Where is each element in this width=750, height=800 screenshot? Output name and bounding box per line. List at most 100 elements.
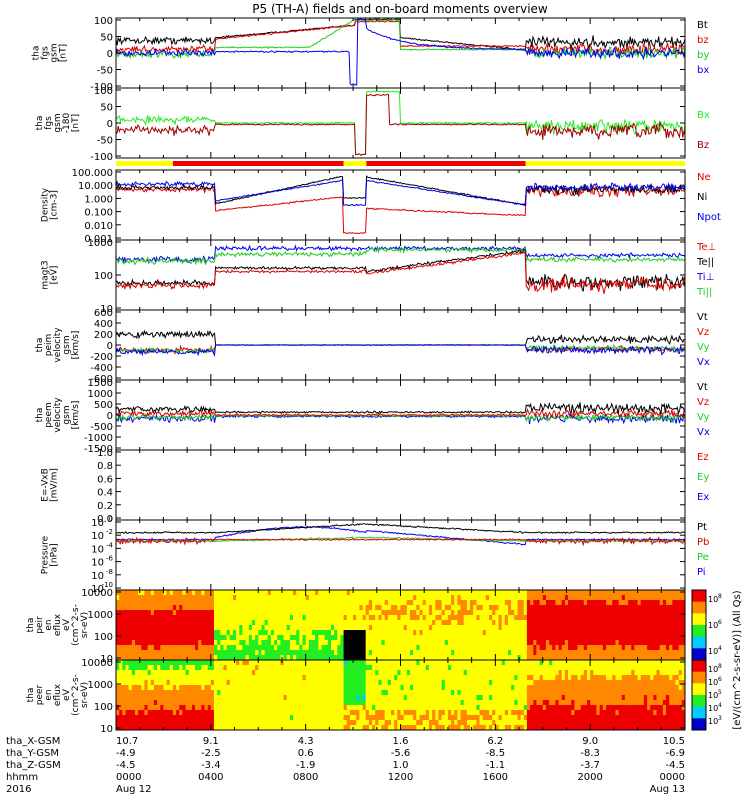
heatmap-cell [526, 595, 531, 601]
heatmap-cell [261, 725, 265, 730]
heatmap-cell [681, 600, 685, 606]
heatmap-cell [368, 595, 373, 601]
heatmap-cell [135, 625, 139, 631]
heatmap-cell [210, 705, 215, 711]
heatmap-cell [236, 670, 240, 676]
heatmap-cell [327, 615, 332, 621]
heatmap-cell [428, 650, 433, 656]
heatmap-cell [166, 700, 171, 706]
heatmap-cell [296, 655, 300, 660]
ylabel-line: magt3 [41, 260, 51, 289]
heatmap-cell [128, 630, 133, 636]
heatmap-cell [185, 705, 190, 711]
heatmap-cell [160, 640, 164, 646]
heatmap-cell [640, 630, 645, 636]
heatmap-cell [296, 600, 300, 606]
heatmap-cell [432, 665, 436, 671]
heatmap-cell [621, 605, 626, 611]
heatmap-cell [283, 610, 288, 616]
heatmap-cell [245, 620, 250, 626]
heatmap-cell [261, 665, 265, 671]
heatmap-cell [403, 685, 408, 691]
heatmap-cell [182, 685, 186, 691]
heatmap-cell [498, 630, 503, 636]
heatmap-cell [618, 640, 623, 646]
heatmap-cell [495, 605, 499, 611]
heatmap-cell [327, 720, 332, 726]
heatmap-cell [473, 725, 477, 730]
heatmap-cell [305, 650, 310, 656]
heatmap-cell [539, 605, 544, 611]
heatmap-cell [501, 660, 506, 666]
heatmap-cell [428, 715, 433, 721]
heatmap-cell [128, 670, 133, 676]
heatmap-cell [454, 670, 458, 676]
heatmap-cell [321, 605, 326, 611]
heatmap-cell [337, 610, 341, 616]
heatmap-cell [204, 685, 209, 691]
heatmap-cell [135, 645, 139, 651]
heatmap-cell [659, 600, 664, 606]
heatmap-cell [160, 690, 164, 696]
heatmap-cell [327, 650, 332, 656]
heatmap-cell [207, 680, 212, 686]
heatmap-cell [451, 675, 455, 681]
heatmap-cell [628, 640, 632, 646]
heatmap-cell [438, 725, 442, 730]
heatmap-cell [172, 655, 177, 660]
heatmap-cell [289, 590, 294, 596]
heatmap-cell [552, 620, 556, 626]
heatmap-cell [315, 640, 319, 646]
heatmap-cell [498, 675, 503, 681]
heatmap-cell [157, 690, 161, 696]
heatmap-cell [239, 655, 243, 660]
heatmap-cell [255, 710, 259, 716]
heatmap-cell [492, 665, 496, 671]
heatmap-cell [444, 645, 449, 651]
heatmap-cell [359, 660, 363, 666]
heatmap-cell [198, 590, 202, 596]
heatmap-cell [172, 625, 177, 631]
heatmap-cell [394, 700, 398, 706]
heatmap-cell [492, 595, 496, 601]
heatmap-cell [305, 655, 310, 660]
heatmap-cell [356, 670, 360, 676]
heatmap-cell [666, 610, 670, 616]
heatmap-cell [419, 615, 424, 621]
heatmap-cell [258, 620, 262, 626]
heatmap-cell [428, 630, 433, 636]
heatmap-cell [362, 605, 367, 611]
heatmap-cell [375, 595, 379, 601]
heatmap-cell [368, 670, 373, 676]
heatmap-cell [621, 595, 626, 601]
heatmap-cell [277, 615, 281, 621]
heatmap-cell [365, 695, 370, 701]
heatmap-cell [296, 695, 300, 701]
heatmap-cell [169, 660, 174, 666]
heatmap-cell [226, 720, 231, 726]
heatmap-cell [599, 595, 604, 601]
heatmap-cell [612, 600, 616, 606]
heatmap-cell [166, 680, 171, 686]
heatmap-cell [321, 620, 326, 626]
heatmap-cell [501, 680, 506, 686]
heatmap-cell [324, 645, 329, 651]
heatmap-cell [656, 595, 661, 601]
heatmap-cell [258, 715, 262, 721]
heatmap-cell [135, 630, 139, 636]
heatmap-cell [141, 605, 145, 611]
heatmap-cell [463, 600, 468, 606]
colorbar-segment [692, 648, 706, 661]
heatmap-cell [356, 640, 360, 646]
heatmap-cell [438, 640, 442, 646]
heatmap-cell [590, 615, 594, 621]
heatmap-cell [293, 625, 297, 631]
heatmap-cell [153, 650, 158, 656]
heatmap-cell [457, 675, 461, 681]
series-line-p5-3 [116, 344, 685, 358]
heatmap-cell [549, 610, 553, 616]
heatmap-cell [425, 615, 430, 621]
heatmap-cell [172, 590, 177, 596]
heatmap-cell [116, 620, 120, 626]
heatmap-cell [669, 635, 673, 641]
